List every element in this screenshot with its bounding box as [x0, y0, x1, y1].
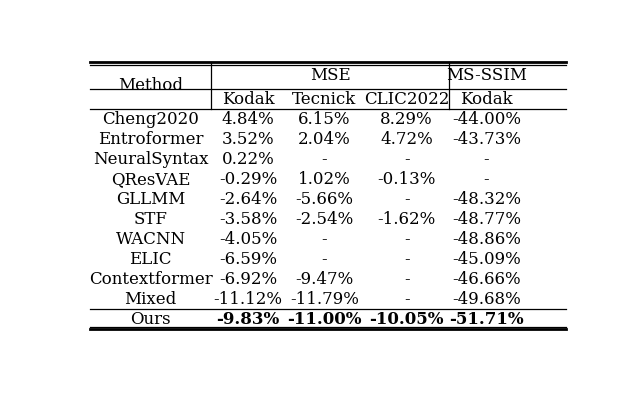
- Text: -: -: [483, 151, 489, 168]
- Text: 3.52%: 3.52%: [222, 131, 275, 148]
- Text: Cheng2020: Cheng2020: [102, 111, 199, 128]
- Text: 2.04%: 2.04%: [298, 131, 351, 148]
- Text: Method: Method: [118, 77, 183, 94]
- Text: WACNN: WACNN: [116, 231, 186, 248]
- Text: -2.54%: -2.54%: [295, 211, 353, 228]
- Text: -44.00%: -44.00%: [452, 111, 521, 128]
- Text: -11.79%: -11.79%: [290, 291, 359, 308]
- Text: -: -: [404, 271, 410, 288]
- Text: -6.59%: -6.59%: [220, 251, 277, 268]
- Text: -51.71%: -51.71%: [449, 311, 524, 328]
- Text: GLLMM: GLLMM: [116, 191, 186, 208]
- Text: STF: STF: [134, 211, 168, 228]
- Text: -: -: [483, 171, 489, 188]
- Text: -3.58%: -3.58%: [219, 211, 277, 228]
- Text: 1.02%: 1.02%: [298, 171, 351, 188]
- Text: -11.12%: -11.12%: [214, 291, 283, 308]
- Text: ELIC: ELIC: [129, 251, 172, 268]
- Text: -: -: [404, 191, 410, 208]
- Text: -0.13%: -0.13%: [378, 171, 436, 188]
- Text: -: -: [404, 291, 410, 308]
- Text: Ours: Ours: [131, 311, 171, 328]
- Text: Mixed: Mixed: [125, 291, 177, 308]
- Text: -11.00%: -11.00%: [287, 311, 362, 328]
- Text: -48.77%: -48.77%: [452, 211, 521, 228]
- Text: NeuralSyntax: NeuralSyntax: [93, 151, 209, 168]
- Text: -: -: [322, 231, 327, 248]
- Text: -10.05%: -10.05%: [369, 311, 444, 328]
- Text: -5.66%: -5.66%: [296, 191, 353, 208]
- Text: -: -: [322, 251, 327, 268]
- Text: Entroformer: Entroformer: [98, 131, 204, 148]
- Text: -: -: [404, 151, 410, 168]
- Text: -9.83%: -9.83%: [216, 311, 280, 328]
- Text: Kodak: Kodak: [460, 91, 513, 108]
- Text: -2.64%: -2.64%: [219, 191, 277, 208]
- Text: -48.32%: -48.32%: [452, 191, 521, 208]
- Text: -: -: [322, 151, 327, 168]
- Text: MS-SSIM: MS-SSIM: [446, 67, 527, 84]
- Text: CLIC2022: CLIC2022: [364, 91, 449, 108]
- Text: 0.22%: 0.22%: [222, 151, 275, 168]
- Text: 8.29%: 8.29%: [380, 111, 433, 128]
- Text: Tecnick: Tecnick: [292, 91, 356, 108]
- Text: -9.47%: -9.47%: [295, 271, 353, 288]
- Text: 4.72%: 4.72%: [380, 131, 433, 148]
- Text: -6.92%: -6.92%: [219, 271, 277, 288]
- Text: -43.73%: -43.73%: [452, 131, 521, 148]
- Text: MSE: MSE: [310, 67, 351, 84]
- Text: -46.66%: -46.66%: [452, 271, 520, 288]
- Text: -48.86%: -48.86%: [452, 231, 521, 248]
- Text: -45.09%: -45.09%: [452, 251, 521, 268]
- Text: -4.05%: -4.05%: [219, 231, 277, 248]
- Text: -0.29%: -0.29%: [219, 171, 277, 188]
- Text: QResVAE: QResVAE: [111, 171, 190, 188]
- Text: Contextformer: Contextformer: [89, 271, 212, 288]
- Text: -: -: [404, 231, 410, 248]
- Text: Kodak: Kodak: [222, 91, 275, 108]
- Text: -1.62%: -1.62%: [378, 211, 436, 228]
- Text: 4.84%: 4.84%: [222, 111, 275, 128]
- Text: 6.15%: 6.15%: [298, 111, 351, 128]
- Text: -49.68%: -49.68%: [452, 291, 521, 308]
- Text: -: -: [404, 251, 410, 268]
